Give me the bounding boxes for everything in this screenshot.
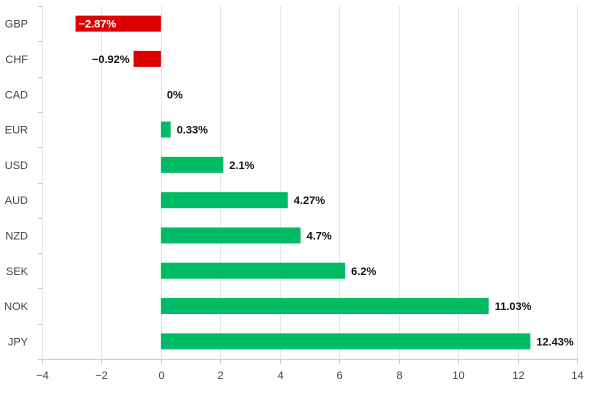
category-label-jpy: JPY <box>8 336 29 348</box>
value-label-chf: −0.92% <box>92 54 130 66</box>
bar-usd <box>160 156 224 173</box>
value-label-jpy: 12.43% <box>536 336 574 348</box>
x-tick-label: 2 <box>217 370 223 382</box>
x-tick-label: −4 <box>36 370 49 382</box>
bar-layer <box>75 15 531 350</box>
value-label-sek: 6.2% <box>351 266 376 278</box>
category-label-nzd: NZD <box>5 230 28 242</box>
bar-nzd <box>160 227 301 244</box>
x-tick-label: 12 <box>512 370 524 382</box>
value-label-aud: 4.27% <box>294 195 325 207</box>
bar-chf <box>133 50 161 67</box>
bar-gbp <box>75 15 161 32</box>
bar-sek <box>160 262 346 279</box>
category-label-aud: AUD <box>5 195 28 207</box>
category-label-gbp: GBP <box>5 19 28 31</box>
x-tick-label: 8 <box>396 370 402 382</box>
category-label-cad: CAD <box>5 89 28 101</box>
label-layer: GBP −2.87% CHF −0.92% CAD 0% EUR 0.33% USD 2.1% AU… <box>4 19 574 349</box>
x-tick-label: 14 <box>571 370 583 382</box>
value-label-gbp: −2.87% <box>79 19 117 31</box>
category-label-usd: USD <box>5 160 28 172</box>
value-label-nok: 11.03% <box>495 301 532 313</box>
value-label-usd: 2.1% <box>229 160 254 172</box>
x-tick-label: 4 <box>277 370 283 382</box>
x-tick-label: 6 <box>336 370 342 382</box>
category-label-nok: NOK <box>4 301 29 313</box>
category-label-chf: CHF <box>5 54 28 66</box>
value-label-nzd: 4.7% <box>307 230 332 242</box>
value-label-eur: 0.33% <box>177 125 208 137</box>
x-tick-label: −2 <box>95 370 108 382</box>
value-label-cad: 0% <box>167 89 183 101</box>
bar-jpy <box>160 333 531 350</box>
x-tick-label: 0 <box>158 370 164 382</box>
bar-eur <box>160 121 171 138</box>
x-tick-label: 10 <box>452 370 464 382</box>
category-label-sek: SEK <box>6 266 29 278</box>
bar-nok <box>160 298 489 315</box>
category-label-eur: EUR <box>5 125 28 137</box>
grid-layer <box>42 6 578 359</box>
axis-layer: −4 −2 0 2 4 6 8 10 12 14 <box>36 6 584 382</box>
bar-aud <box>160 192 288 209</box>
